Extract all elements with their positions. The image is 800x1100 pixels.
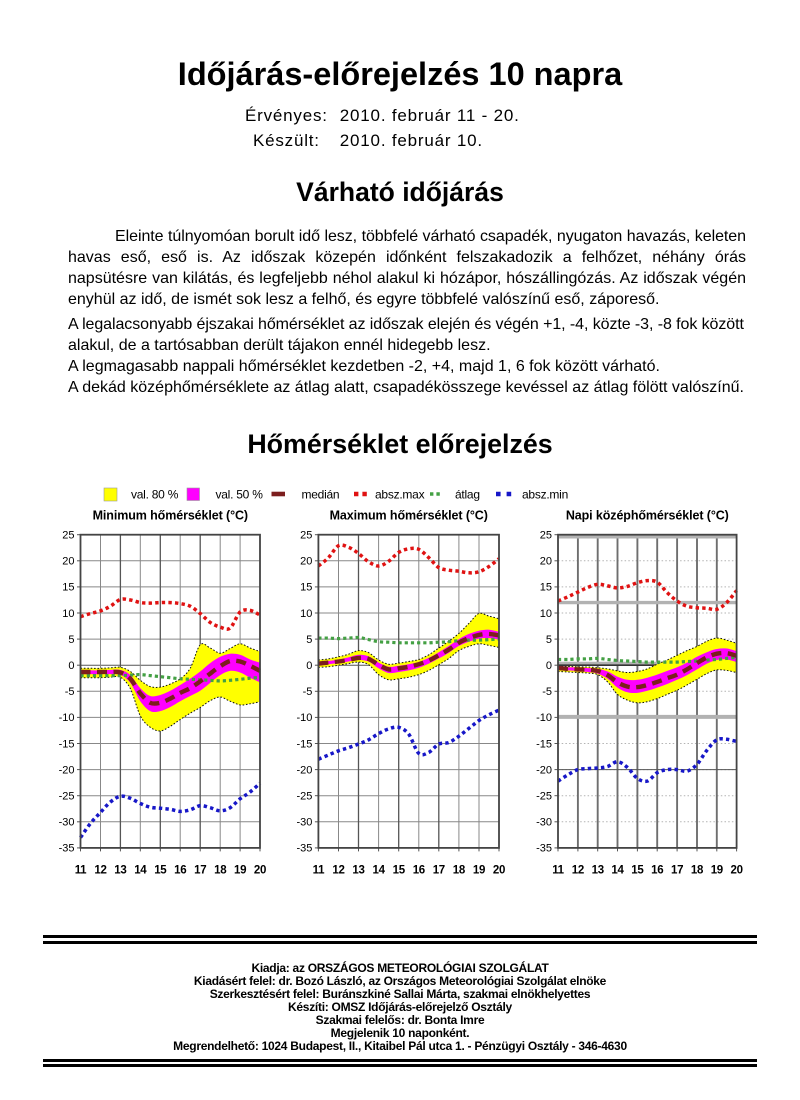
- svg-text:15: 15: [631, 865, 644, 877]
- svg-text:25: 25: [540, 530, 552, 542]
- svg-text:-20: -20: [536, 764, 552, 776]
- svg-text:20: 20: [730, 865, 742, 877]
- svg-text:12: 12: [94, 865, 106, 877]
- svg-text:5: 5: [306, 634, 312, 646]
- svg-text:val. 80 %: val. 80 %: [131, 488, 179, 502]
- svg-text:val. 50 %: val. 50 %: [216, 488, 264, 502]
- svg-text:-25: -25: [536, 791, 552, 803]
- svg-text:-10: -10: [59, 712, 75, 724]
- svg-text:13: 13: [592, 865, 604, 877]
- svg-text:10: 10: [300, 608, 312, 620]
- svg-text:-25: -25: [59, 791, 75, 803]
- svg-text:-20: -20: [296, 764, 312, 776]
- svg-text:19: 19: [711, 865, 723, 877]
- svg-text:10: 10: [62, 608, 74, 620]
- svg-text:15: 15: [300, 582, 312, 594]
- svg-text:Maximum hőmérséklet (°C): Maximum hőmérséklet (°C): [330, 509, 488, 523]
- svg-text:absz.max: absz.max: [375, 488, 425, 502]
- svg-text:-15: -15: [536, 738, 552, 750]
- svg-text:-5: -5: [542, 686, 552, 698]
- svg-text:0: 0: [546, 660, 552, 672]
- svg-text:0: 0: [68, 660, 74, 672]
- svg-text:16: 16: [174, 865, 186, 877]
- svg-text:13: 13: [114, 865, 126, 877]
- svg-text:16: 16: [413, 865, 425, 877]
- svg-text:25: 25: [62, 530, 74, 542]
- svg-text:14: 14: [372, 865, 385, 877]
- svg-text:15: 15: [393, 865, 406, 877]
- svg-text:Napi középhőmérséklet (°C): Napi középhőmérséklet (°C): [566, 509, 729, 523]
- svg-text:17: 17: [671, 865, 683, 877]
- svg-text:19: 19: [234, 865, 246, 877]
- svg-text:11: 11: [313, 865, 325, 877]
- svg-text:19: 19: [473, 865, 485, 877]
- svg-text:17: 17: [194, 865, 206, 877]
- svg-text:14: 14: [611, 865, 624, 877]
- svg-text:18: 18: [453, 865, 466, 877]
- svg-text:20: 20: [62, 556, 74, 568]
- svg-text:15: 15: [62, 582, 74, 594]
- svg-text:-30: -30: [536, 817, 552, 829]
- svg-text:5: 5: [68, 634, 74, 646]
- svg-text:17: 17: [433, 865, 445, 877]
- svg-text:-20: -20: [59, 764, 75, 776]
- svg-text:14: 14: [134, 865, 147, 877]
- svg-text:átlag: átlag: [455, 488, 480, 502]
- svg-text:20: 20: [300, 556, 312, 568]
- svg-text:-15: -15: [59, 738, 75, 750]
- svg-text:20: 20: [493, 865, 505, 877]
- svg-text:18: 18: [691, 865, 704, 877]
- svg-text:0: 0: [306, 660, 312, 672]
- svg-text:16: 16: [651, 865, 663, 877]
- svg-text:-35: -35: [59, 843, 75, 855]
- svg-text:-30: -30: [59, 817, 75, 829]
- svg-text:absz.min: absz.min: [522, 488, 568, 502]
- svg-text:18: 18: [214, 865, 227, 877]
- svg-text:11: 11: [75, 865, 87, 877]
- svg-text:-5: -5: [303, 686, 313, 698]
- svg-text:-10: -10: [296, 712, 312, 724]
- svg-text:12: 12: [332, 865, 344, 877]
- svg-text:11: 11: [552, 865, 564, 877]
- svg-text:25: 25: [300, 530, 312, 542]
- svg-text:5: 5: [546, 634, 552, 646]
- svg-text:-30: -30: [296, 817, 312, 829]
- svg-text:-35: -35: [296, 843, 312, 855]
- svg-text:15: 15: [540, 582, 552, 594]
- svg-text:13: 13: [352, 865, 364, 877]
- svg-text:-15: -15: [296, 738, 312, 750]
- svg-text:-25: -25: [296, 791, 312, 803]
- svg-text:-35: -35: [536, 843, 552, 855]
- svg-text:20: 20: [540, 556, 552, 568]
- svg-text:10: 10: [540, 608, 552, 620]
- svg-text:15: 15: [154, 865, 167, 877]
- svg-text:-5: -5: [65, 686, 75, 698]
- svg-text:12: 12: [572, 865, 584, 877]
- svg-text:medián: medián: [302, 488, 340, 502]
- svg-text:Minimum hőmérséklet (°C): Minimum hőmérséklet (°C): [93, 509, 248, 523]
- svg-text:-10: -10: [536, 712, 552, 724]
- svg-text:20: 20: [254, 865, 266, 877]
